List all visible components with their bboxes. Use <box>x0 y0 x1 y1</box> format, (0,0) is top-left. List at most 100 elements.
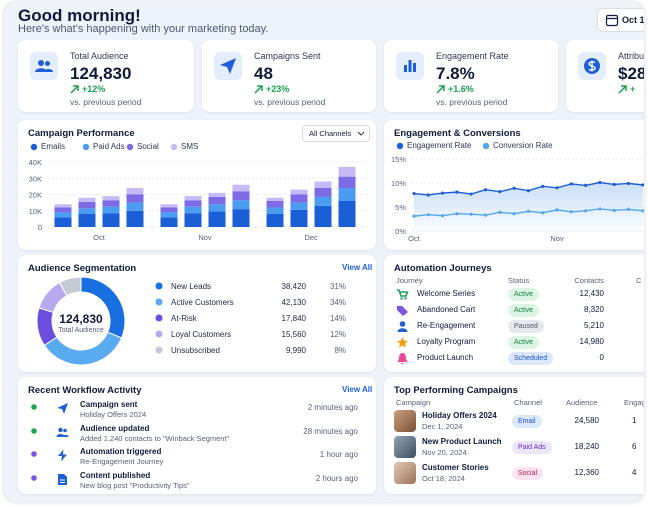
y-tick-label: 40K <box>29 158 42 167</box>
channel-pill: Paid Ads <box>512 441 552 454</box>
legend-label: Engagement Rate <box>407 141 472 150</box>
point <box>512 212 516 216</box>
chart-canvas <box>58 473 67 485</box>
kpi-change: +12% <box>82 84 106 94</box>
point <box>441 214 445 218</box>
journey-name: Re-Engagement <box>417 321 476 330</box>
point <box>626 207 631 211</box>
bar-segment <box>208 204 226 212</box>
bar-segment <box>266 197 284 201</box>
bar-segment <box>102 206 120 214</box>
bar-segment <box>290 194 308 203</box>
legend-dot <box>82 143 90 151</box>
bar-segment <box>160 207 178 213</box>
chart-canvas: 0% 5% 10% 15% Oct Nov <box>391 155 644 243</box>
column-header: Status <box>508 276 530 285</box>
chart-canvas <box>618 85 627 94</box>
bar-segment <box>54 217 72 227</box>
audience: 12,360 <box>574 468 599 477</box>
greeting: Good morning! <box>18 6 141 25</box>
point <box>612 208 616 212</box>
point <box>641 183 644 187</box>
point <box>584 209 588 213</box>
chart-canvas <box>482 142 490 150</box>
chart-canvas <box>397 353 408 365</box>
campaign-thumbnail <box>394 410 416 432</box>
icon <box>220 58 236 74</box>
legend-dot <box>155 282 163 290</box>
card-title: Engagement & Conversions <box>394 128 521 139</box>
bar-segment <box>54 212 72 218</box>
chart-canvas <box>31 404 37 410</box>
point <box>412 191 416 196</box>
point <box>483 213 488 217</box>
point <box>541 211 545 215</box>
view-all-link[interactable]: View All <box>342 385 373 394</box>
y-tick-label: 10K <box>29 207 42 216</box>
point <box>469 192 473 196</box>
activity-title: Audience updated <box>80 423 150 433</box>
journey-name: Loyalty Program <box>417 337 476 346</box>
journey-name: Abandoned Cart <box>417 305 476 314</box>
status-pill: Scheduled <box>508 352 554 365</box>
column-header: Contacts <box>574 276 604 285</box>
segment-count: 17,840 <box>282 314 307 323</box>
legend-dot <box>126 143 134 151</box>
point <box>526 209 530 213</box>
kpi-label: Total Audience <box>70 51 129 61</box>
segment-percent: 8% <box>334 346 346 355</box>
point <box>512 186 516 190</box>
status-dot <box>31 451 37 457</box>
segment-count: 15,560 <box>282 330 307 339</box>
segment-percent: 34% <box>330 298 346 307</box>
contacts: 5,210 <box>583 321 604 330</box>
audience: 24,580 <box>574 416 599 425</box>
column-header: Journey <box>396 276 423 285</box>
card-title: Audience Segmentation <box>28 263 137 274</box>
trend-arrow <box>254 85 263 94</box>
activity-icon <box>56 433 69 437</box>
bar-segment <box>338 201 356 227</box>
bar-segment <box>160 212 178 218</box>
column-header: Audience <box>566 398 598 407</box>
bar-segment <box>78 197 96 202</box>
chart-canvas <box>35 60 53 72</box>
journey-icon <box>404 297 407 300</box>
kpi-icon <box>214 52 242 80</box>
bar-segment <box>54 207 72 213</box>
chart-canvas <box>397 289 409 300</box>
subtitle: Here's what's happening with your market… <box>18 23 269 35</box>
segment-name: New Leads <box>171 282 211 291</box>
segment-percent: 14% <box>330 314 346 323</box>
bar-segment <box>290 189 308 195</box>
chart-canvas <box>58 449 67 462</box>
view-all-link[interactable]: View All <box>342 263 373 272</box>
column-header: Channel <box>514 398 542 407</box>
contacts: 0 <box>599 353 604 362</box>
date-text: Oct 1, <box>622 15 644 25</box>
legend-label: Social <box>137 142 159 151</box>
column-header: Campaign <box>396 398 431 407</box>
card-title: Recent Workflow Activity <box>28 385 142 396</box>
point <box>469 212 473 216</box>
date-picker[interactable]: Oct 1, <box>597 8 644 32</box>
journey-icon <box>397 306 408 316</box>
kpi-card: Attribu $28 + <box>566 40 644 112</box>
bar-segment <box>290 209 308 227</box>
chart-canvas <box>584 58 600 74</box>
activity-icon <box>58 449 67 462</box>
kpi-value: $28 <box>618 64 644 83</box>
activity-time: 28 minutes ago <box>303 426 358 436</box>
point <box>483 188 488 192</box>
point <box>455 190 459 194</box>
segment-name: Unsubscribed <box>171 346 220 355</box>
bar-segment <box>54 204 72 208</box>
point <box>555 208 559 212</box>
bar-segment <box>338 176 356 188</box>
contacts: 8,320 <box>583 305 604 314</box>
kpi-icon <box>578 52 606 80</box>
channel-filter[interactable]: All Channels <box>302 125 370 142</box>
kpi-card: Campaigns Sent 48 +23% vs. previous period <box>202 40 376 112</box>
activity-icon <box>58 427 63 432</box>
donut-center-value: 124,830 <box>59 312 103 326</box>
